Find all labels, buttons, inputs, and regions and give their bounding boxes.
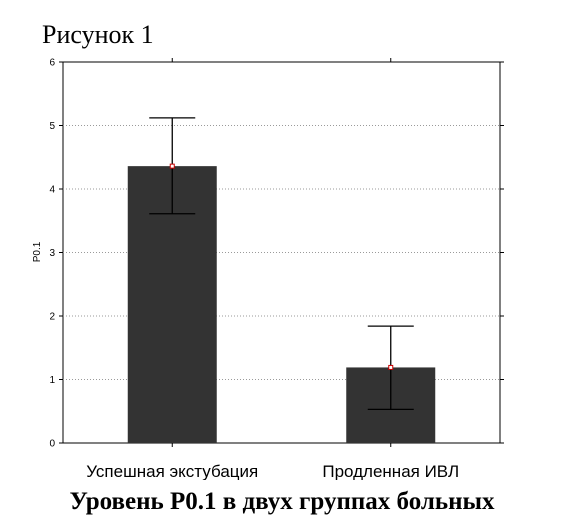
- y-tick-label: 3: [49, 248, 55, 259]
- mean-marker: [388, 364, 394, 370]
- y-axis-ticks: 0 1 2 3 4 5 6: [49, 58, 504, 450]
- chart-caption: Уровень P0.1 в двух группах больных: [69, 488, 495, 515]
- chart: 0 1 2 3 4 5 6 Успешная экстубация Продленная ИВ…: [32, 58, 504, 480]
- y-tick-label: 1: [49, 375, 55, 386]
- figure-label: Рисунок 1: [42, 20, 154, 49]
- mean-marker: [169, 163, 175, 169]
- x-axis-ticks: [171, 58, 392, 447]
- y-tick-label: 5: [49, 121, 55, 132]
- category-label: Продленная ИВЛ: [322, 462, 459, 480]
- y-tick-label: 6: [49, 58, 55, 69]
- y-tick-label: 2: [49, 312, 55, 323]
- y-tick-label: 4: [49, 185, 55, 196]
- bars: [127, 166, 436, 443]
- category-label: Успешная экстубация: [86, 462, 258, 480]
- category-labels: Успешная экстубация Продленная ИВЛ: [86, 462, 459, 480]
- error-bars: [149, 117, 414, 410]
- y-axis-title: P0.1: [32, 241, 43, 262]
- y-tick-label: 0: [49, 439, 55, 450]
